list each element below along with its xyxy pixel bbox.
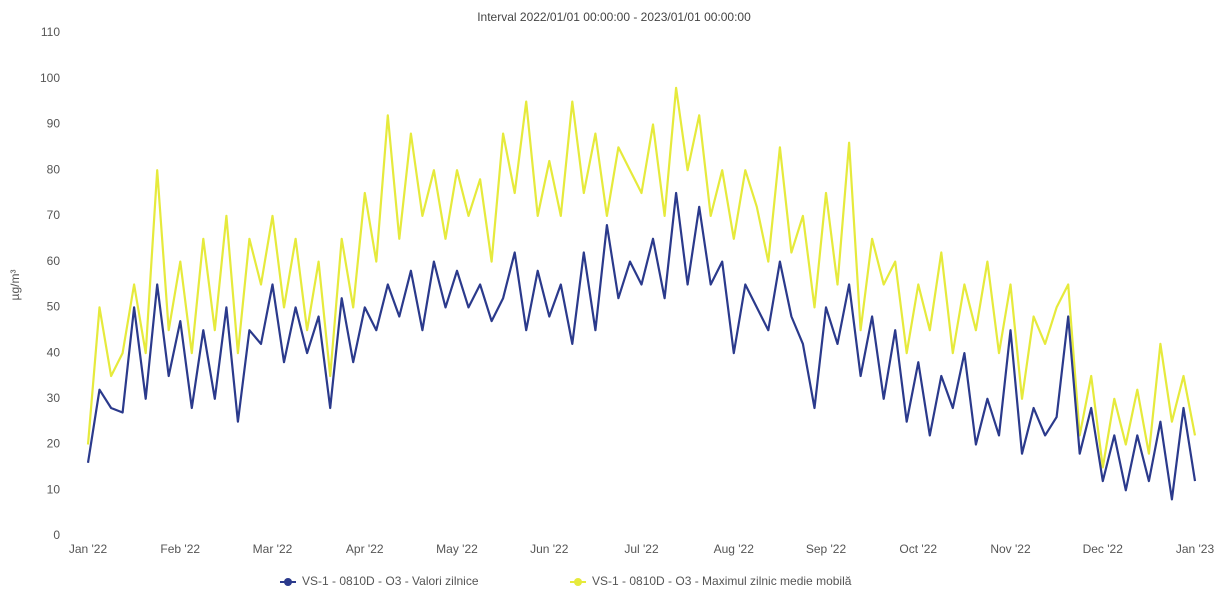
y-tick-label: 110 bbox=[41, 25, 60, 39]
legend-label: VS-1 - 0810D - O3 - Maximul zilnic medie… bbox=[592, 574, 852, 588]
x-tick-label: May '22 bbox=[436, 542, 478, 556]
x-tick-label: Aug '22 bbox=[714, 542, 755, 556]
x-tick-label: Nov '22 bbox=[990, 542, 1031, 556]
y-tick-label: 70 bbox=[47, 208, 61, 222]
x-tick-label: Mar '22 bbox=[253, 542, 293, 556]
y-tick-label: 0 bbox=[53, 528, 60, 542]
y-tick-label: 40 bbox=[47, 345, 61, 359]
y-tick-label: 90 bbox=[47, 117, 61, 131]
legend-marker bbox=[574, 578, 582, 586]
series-line bbox=[86, 86, 1197, 469]
y-tick-label: 30 bbox=[47, 391, 61, 405]
chart-title: Interval 2022/01/01 00:00:00 - 2023/01/0… bbox=[477, 10, 751, 24]
legend-marker bbox=[284, 578, 292, 586]
y-tick-label: 10 bbox=[47, 482, 61, 496]
legend-label: VS-1 - 0810D - O3 - Valori zilnice bbox=[302, 574, 479, 588]
series-line bbox=[86, 191, 1197, 501]
x-tick-label: Apr '22 bbox=[346, 542, 384, 556]
y-tick-label: 20 bbox=[47, 437, 61, 451]
y-tick-label: 60 bbox=[47, 254, 61, 268]
y-tick-label: 50 bbox=[47, 300, 61, 314]
x-tick-label: Jan '23 bbox=[1176, 542, 1215, 556]
x-tick-label: Oct '22 bbox=[899, 542, 937, 556]
y-axis-label: µg/m³ bbox=[8, 270, 22, 301]
y-tick-label: 100 bbox=[40, 71, 60, 85]
x-tick-label: Sep '22 bbox=[806, 542, 847, 556]
x-tick-label: Feb '22 bbox=[160, 542, 200, 556]
x-tick-label: Dec '22 bbox=[1083, 542, 1124, 556]
y-tick-label: 80 bbox=[47, 162, 61, 176]
x-tick-label: Jan '22 bbox=[69, 542, 108, 556]
x-tick-label: Jun '22 bbox=[530, 542, 569, 556]
x-tick-label: Jul '22 bbox=[624, 542, 659, 556]
